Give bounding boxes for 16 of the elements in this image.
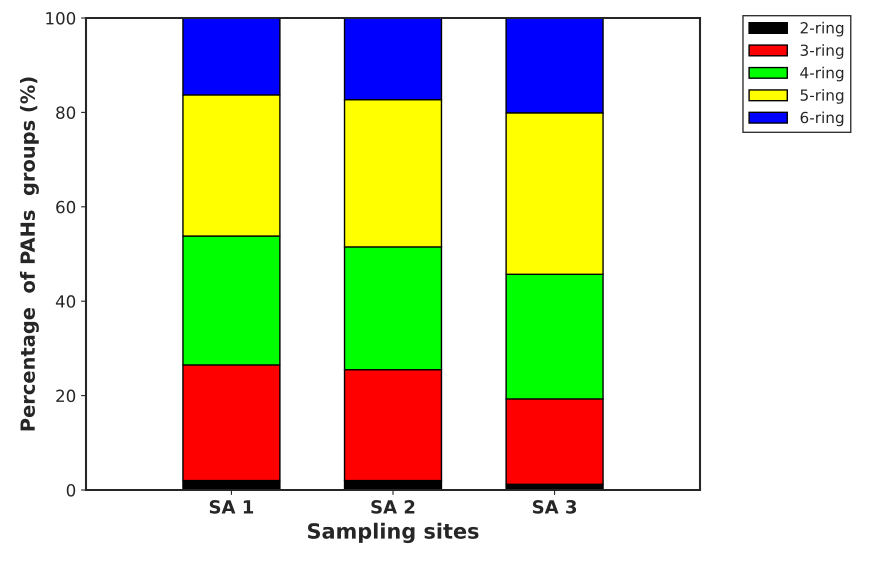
x-axis-title: Sampling sites (308, 522, 479, 544)
y-tick-label: 80 (56, 106, 76, 119)
y-tick-label: 20 (56, 390, 76, 402)
x-tick-label: SA 3 (532, 500, 576, 514)
legend-label: 5-ring (800, 89, 844, 104)
legend-label: 2-ring (800, 22, 844, 37)
legend-label: 4-ring (800, 66, 844, 82)
x-tick-label: SA 2 (371, 500, 414, 514)
y-axis-title: Percentage of PAHs groups (%) (20, 77, 39, 430)
y-tick-label: 60 (56, 200, 76, 214)
legend-label: 6-ring (800, 111, 844, 126)
y-tick-label: 0 (66, 484, 76, 497)
x-tick-label: SA 1 (210, 500, 254, 514)
y-tick-label: 40 (56, 295, 76, 308)
legend-label: 3-ring (800, 44, 844, 59)
y-tick-label: 100 (46, 12, 76, 25)
